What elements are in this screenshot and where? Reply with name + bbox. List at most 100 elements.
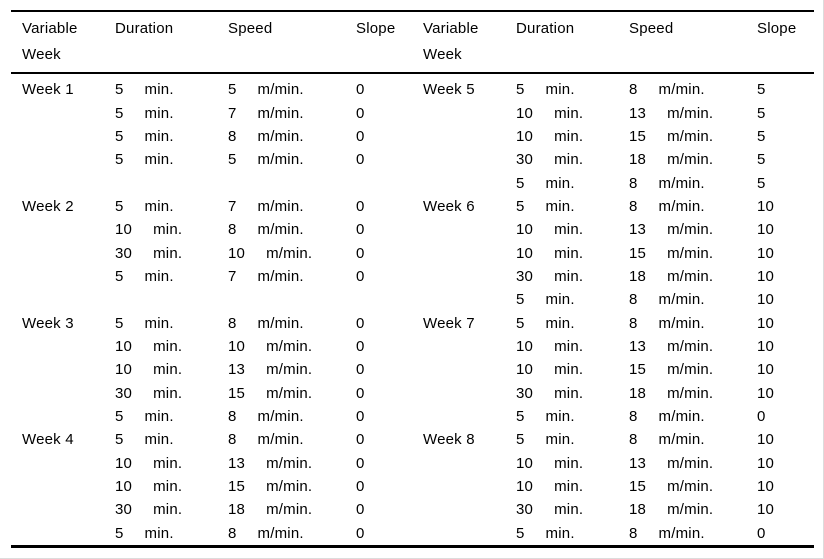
duration-cell: 30 min. [516, 501, 629, 518]
speed-value: 8 [228, 524, 237, 542]
table-row: 10 min. 13 m/min. 0 [22, 452, 416, 475]
header-duration: Duration [115, 20, 174, 37]
speed-cell: 18 m/min. [228, 501, 356, 518]
duration-value: 30 [516, 267, 534, 285]
duration-unit: min. [144, 524, 174, 542]
speed-value: 13 [629, 221, 647, 239]
table-row: 30 min. 18 m/min. 10 [423, 381, 814, 404]
speed-cell: 18 m/min. [629, 501, 757, 518]
duration-value: 10 [516, 361, 534, 379]
duration-unit: min. [545, 407, 575, 425]
speed-unit: m/min. [658, 314, 705, 332]
slope-value: 10 [757, 454, 775, 472]
speed-unit: m/min. [257, 197, 304, 215]
duration-cell: 30 min. [516, 268, 629, 285]
slope-value: 10 [757, 221, 775, 239]
table-row: 5 min. 8 m/min. 0 [22, 405, 416, 428]
speed-unit: m/min. [658, 291, 705, 309]
table-row: 10 min. 13 m/min. 10 [423, 335, 814, 358]
slope-value: 0 [757, 407, 766, 425]
slope-cell: 10 [757, 501, 814, 518]
duration-unit: min. [153, 501, 183, 519]
duration-cell: 10 min. [516, 361, 629, 378]
header-separator-rule [11, 72, 814, 74]
slope-value: 10 [757, 314, 775, 332]
duration-value: 5 [516, 197, 525, 215]
speed-value: 10 [228, 244, 246, 262]
duration-value: 10 [115, 454, 133, 472]
speed-unit: m/min. [257, 431, 304, 449]
slope-cell: 5 [757, 175, 814, 192]
table-row: 5 min. 8 m/min. 0 [22, 125, 416, 148]
speed-value: 7 [228, 197, 237, 215]
table-row: 30 min. 18 m/min. 0 [22, 498, 416, 521]
speed-value: 8 [228, 221, 237, 239]
slope-cell: 0 [356, 221, 416, 238]
duration-unit: min. [144, 127, 174, 145]
speed-cell: 10 m/min. [228, 338, 356, 355]
speed-cell: 15 m/min. [629, 478, 757, 495]
speed-unit: m/min. [257, 127, 304, 145]
table-row: 5 min. 5 m/min. 0 [22, 148, 416, 171]
table-row: 10 min. 13 m/min. 5 [423, 101, 814, 124]
duration-unit: min. [153, 244, 183, 262]
duration-value: 5 [516, 524, 525, 542]
slope-cell: 0 [356, 105, 416, 122]
slope-value: 0 [356, 267, 365, 285]
table-row: 30 min. 15 m/min. 0 [22, 381, 416, 404]
blank-spacer-row [22, 171, 416, 194]
slope-value: 0 [356, 454, 365, 472]
slope-cell: 0 [356, 268, 416, 285]
speed-cell: 13 m/min. [228, 361, 356, 378]
duration-unit: min. [554, 501, 584, 519]
week-label: Week 2 [22, 197, 74, 215]
slope-cell: 0 [757, 408, 814, 425]
speed-cell: 5 m/min. [228, 151, 356, 168]
speed-value: 8 [228, 407, 237, 425]
speed-cell: 8 m/min. [629, 291, 757, 308]
slope-value: 10 [757, 337, 775, 355]
bottom-rule [11, 545, 814, 548]
speed-value: 8 [629, 81, 638, 99]
duration-unit: min. [554, 454, 584, 472]
duration-unit: min. [545, 197, 575, 215]
speed-cell: 8 m/min. [228, 525, 356, 542]
speed-cell: 7 m/min. [228, 105, 356, 122]
duration-unit: min. [545, 174, 575, 192]
speed-unit: m/min. [266, 337, 313, 355]
duration-cell: 5 min. [516, 198, 629, 215]
week-label-cell: Week 8 [423, 431, 516, 448]
week-label: Week 6 [423, 197, 475, 215]
speed-unit: m/min. [257, 221, 304, 239]
slope-value: 10 [757, 501, 775, 519]
header-speed: Speed [629, 20, 674, 37]
speed-unit: m/min. [257, 314, 304, 332]
speed-unit: m/min. [667, 454, 714, 472]
slope-value: 0 [356, 314, 365, 332]
header-duration: Duration [516, 20, 575, 37]
table-row: 10 min. 15 m/min. 10 [423, 475, 814, 498]
duration-value: 30 [516, 501, 534, 519]
duration-value: 5 [115, 407, 124, 425]
header-variable-line1: Variable [423, 20, 479, 37]
duration-value: 5 [516, 174, 525, 192]
slope-value: 0 [356, 197, 365, 215]
week-label-cell: Week 5 [423, 81, 516, 98]
duration-value: 10 [516, 478, 534, 496]
speed-cell: 8 m/min. [228, 315, 356, 332]
slope-value: 10 [757, 361, 775, 379]
speed-value: 7 [228, 267, 237, 285]
week-label: Week 5 [423, 81, 475, 99]
duration-cell: 5 min. [516, 291, 629, 308]
speed-cell: 13 m/min. [629, 455, 757, 472]
duration-value: 5 [115, 151, 124, 169]
speed-unit: m/min. [266, 244, 313, 262]
table-row: Week 3 5 min. 8 m/min. 0 [22, 311, 416, 334]
table-row: 5 min. 8 m/min. 5 [423, 171, 814, 194]
slope-value: 10 [757, 267, 775, 285]
slope-cell: 10 [757, 431, 814, 448]
speed-value: 18 [629, 501, 647, 519]
duration-cell: 5 min. [115, 151, 228, 168]
table-row: 10 min. 13 m/min. 10 [423, 218, 814, 241]
